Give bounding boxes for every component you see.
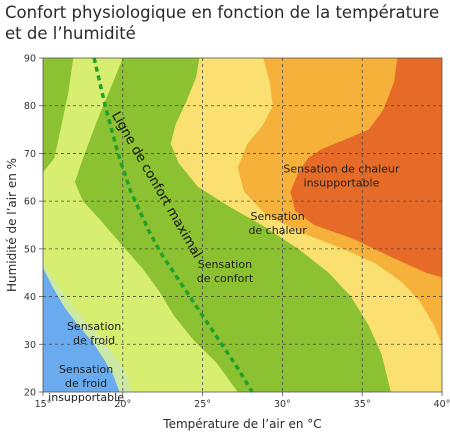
y-tick-label: 30	[24, 340, 36, 351]
region-label: Sensation de chaleur insupportable	[283, 163, 400, 190]
region-label-line: Sensation	[59, 363, 113, 376]
y-tick-label: 60	[24, 197, 36, 208]
x-tick-label: 25°	[194, 399, 211, 410]
zone-extreme-cold	[43, 267, 120, 392]
y-tick-label: 90	[24, 54, 36, 65]
region-label: Sensation de froid insupportable	[48, 363, 124, 404]
region-label-line: de froid	[73, 334, 115, 347]
x-axis-label: Température de l’air en °C	[162, 417, 321, 431]
x-tick-label: 20°	[114, 399, 131, 410]
zone-cool	[43, 58, 238, 392]
region-labels: Sensation de chaleur insupportableSensati…	[48, 163, 400, 404]
region-label: Sensation de chaleur	[248, 210, 307, 237]
region-label-line: de confort	[197, 272, 254, 285]
y-tick-label: 80	[24, 101, 36, 112]
y-tick-label: 20	[24, 388, 36, 399]
region-label-line: Sensation	[198, 258, 252, 271]
region-label-line: Sensation	[250, 210, 304, 223]
zone-comfort-left	[43, 58, 74, 173]
x-tick-label: 30°	[274, 399, 291, 410]
plot-area	[43, 58, 442, 392]
region-label-line: Sensation de chaleur	[283, 163, 400, 176]
comfort-line	[92, 57, 254, 393]
region-label-line: Sensation	[67, 320, 121, 333]
region-label-line: de chaleur	[248, 224, 307, 237]
x-tick-label: 35°	[354, 399, 371, 410]
region-label-line: insupportable	[48, 391, 124, 404]
grid	[43, 58, 442, 392]
chart-title: Confort physiologique en fonction de la …	[5, 3, 440, 43]
y-axis-label: Humidité de l’air en %	[5, 158, 19, 292]
region-label-line: de froid	[65, 377, 107, 390]
region-label: Sensation de confort	[197, 258, 254, 285]
plot-frame	[42, 57, 443, 393]
y-tick-label: 70	[24, 149, 36, 160]
x-tick-label: 40°	[434, 399, 450, 410]
y-tick-label: 50	[24, 244, 36, 255]
region-label-line: insupportable	[304, 177, 380, 190]
y-tick-label: 40	[24, 292, 36, 303]
region-label: Sensation de froid	[67, 320, 121, 347]
axes: 15° 20° 25° 30° 35° 40° 20 30 40 50 60 70 80 90	[24, 54, 450, 411]
x-tick-label: 15°	[35, 399, 52, 410]
